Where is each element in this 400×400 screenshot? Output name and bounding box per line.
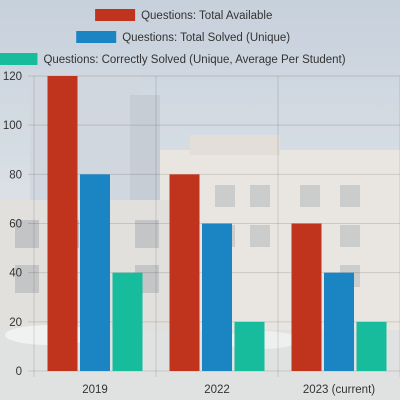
legend-item[interactable]: Questions: Total Available: [95, 9, 272, 22]
y-tick-label: 80: [9, 169, 22, 181]
chart-legend: Questions: Total Available Questions: Tot…: [0, 9, 346, 66]
legend-item[interactable]: Questions: Correctly Solved (Unique, Ave…: [0, 53, 346, 66]
legend-swatch: [95, 9, 136, 21]
bar[interactable]: [291, 223, 322, 372]
chart-bars: [47, 76, 387, 372]
y-tick-label: 20: [9, 317, 22, 329]
y-tick-label: 60: [9, 219, 22, 231]
y-tick-label: 100: [3, 120, 22, 132]
bar[interactable]: [80, 174, 110, 371]
y-tick-label: 120: [3, 71, 22, 83]
bar[interactable]: [202, 223, 232, 372]
x-tick-label: 2023 (current): [303, 384, 375, 396]
legend-swatch: [76, 31, 117, 43]
x-tick-label: 2019: [82, 384, 108, 396]
bar[interactable]: [112, 272, 143, 371]
legend-label: Questions: Total Solved (Unique): [122, 32, 290, 44]
y-tick-label: 40: [9, 268, 22, 280]
bar[interactable]: [324, 272, 354, 371]
legend-item[interactable]: Questions: Total Solved (Unique): [76, 31, 290, 44]
bar[interactable]: [169, 174, 200, 371]
legend-swatch: [0, 53, 38, 65]
x-axis-ticks: 2019 2022 2023 (current): [82, 384, 375, 396]
y-tick-label: 0: [16, 366, 22, 378]
bar[interactable]: [234, 321, 265, 371]
bar[interactable]: [47, 76, 78, 371]
y-axis-ticks: 0 20 40 60 80 100 120: [3, 71, 22, 378]
x-tick-label: 2022: [204, 384, 230, 396]
legend-label: Questions: Total Available: [141, 10, 272, 22]
legend-label: Questions: Correctly Solved (Unique, Ave…: [43, 54, 345, 66]
bar[interactable]: [356, 321, 387, 371]
